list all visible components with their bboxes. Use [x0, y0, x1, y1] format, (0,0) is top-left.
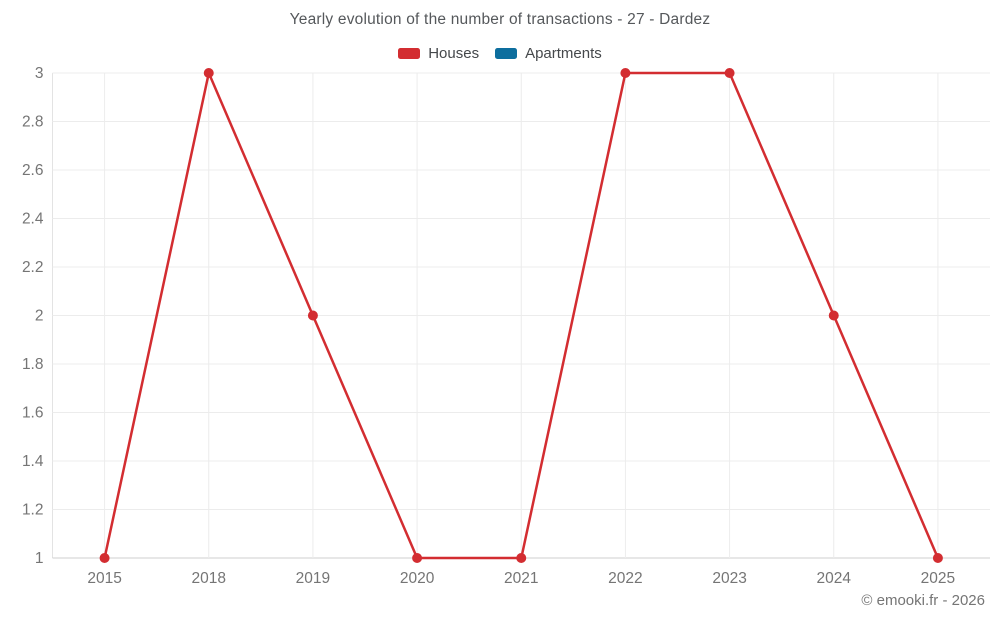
y-tick-label: 3	[35, 65, 44, 82]
data-point-houses-2023[interactable]	[724, 68, 735, 78]
copyright-credit: © emooki.fr - 2026	[861, 592, 985, 609]
x-tick-label: 2022	[608, 570, 642, 587]
y-tick-label: 2.6	[22, 162, 44, 179]
data-point-houses-2020[interactable]	[412, 553, 423, 563]
legend-label: Houses	[428, 45, 480, 62]
x-tick-label: 2021	[504, 570, 538, 587]
y-tick-label: 2.2	[22, 259, 44, 276]
legend-swatch-apartments	[495, 48, 518, 59]
y-tick-label: 1	[35, 550, 44, 567]
x-tick-label: 2024	[817, 570, 852, 587]
y-tick-label: 1.6	[22, 405, 44, 422]
data-point-houses-2024[interactable]	[828, 310, 839, 321]
y-tick-label: 1.4	[22, 453, 44, 470]
y-tick-label: 2	[35, 308, 44, 325]
x-tick-label: 2025	[921, 570, 955, 587]
legend-item-apartments[interactable]: Apartments	[495, 45, 602, 62]
y-tick-label: 1.2	[22, 502, 44, 519]
chart-title: Yearly evolution of the number of transa…	[289, 11, 711, 28]
data-point-houses-2021[interactable]	[516, 553, 527, 563]
x-tick-label: 2023	[712, 570, 746, 587]
data-point-houses-2018[interactable]	[203, 68, 214, 78]
legend-item-houses[interactable]: Houses	[398, 45, 479, 62]
y-tick-label: 2.8	[22, 114, 44, 131]
y-tick-label: 1.8	[22, 356, 44, 373]
data-point-houses-2025[interactable]	[932, 553, 943, 563]
data-point-houses-2022[interactable]	[620, 68, 631, 78]
data-point-houses-2019[interactable]	[307, 310, 318, 321]
x-tick-label: 2019	[296, 570, 330, 587]
x-tick-label: 2018	[192, 570, 226, 587]
legend-label: Apartments	[525, 45, 602, 62]
x-tick-label: 2020	[400, 570, 435, 587]
legend: Houses Apartments	[0, 45, 1000, 62]
data-point-houses-2015[interactable]	[99, 553, 110, 563]
y-tick-label: 2.4	[22, 211, 44, 228]
x-tick-label: 2015	[87, 570, 121, 587]
legend-swatch-houses	[398, 48, 421, 59]
